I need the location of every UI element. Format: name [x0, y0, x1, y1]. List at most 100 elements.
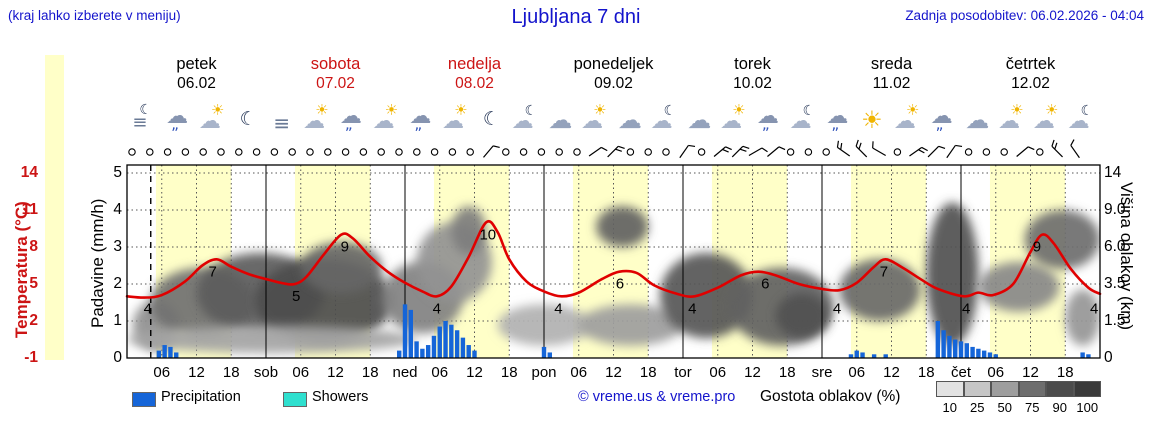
wind-calm-icon: [893, 148, 902, 156]
svg-text:5: 5: [292, 288, 300, 305]
cloud-glyph: ☁: [511, 109, 534, 134]
wind-calm-icon: [555, 148, 563, 156]
wind-calm-icon: [430, 148, 439, 156]
last-update: Zadnja posodobitev: 06.02.2026 - 04:04: [905, 8, 1144, 23]
svg-text:10: 10: [479, 226, 496, 243]
cloud-glyph: ☁: [687, 106, 712, 134]
moon-glyph: ☾: [663, 103, 677, 119]
day-header-sreda: sreda 11.02: [822, 55, 961, 93]
day-name: petek: [176, 55, 217, 73]
temperature-line: [125, 219, 1102, 299]
cloud-glyph: ☁: [409, 104, 432, 129]
x-axis-tick: 06: [570, 364, 588, 381]
fog-glyph: ≡: [273, 111, 291, 135]
wind-barb-icon: [483, 145, 500, 158]
day-header-sobota: sobota 07.02: [266, 55, 405, 93]
x-axis-tick: 06: [848, 364, 866, 381]
sun-glyph: ☀: [210, 101, 225, 119]
rain-drops-glyph: „: [761, 115, 770, 133]
cloud-glyph: ☁: [303, 109, 326, 134]
precip-tick: 1: [113, 312, 122, 329]
weather-icon-moon-cloud: ☾ ☁: [510, 98, 544, 138]
x-axis-tick: 06: [709, 364, 727, 381]
wind-barb-icon: [767, 146, 786, 157]
cloud-glyph: ☁: [998, 109, 1021, 134]
cloud-height-tick: 9.0: [1104, 201, 1126, 218]
wind-calm-icon: [502, 148, 510, 156]
cloud-height-tick: 6.0: [1104, 238, 1126, 255]
plot-border: [126, 164, 1101, 359]
wind-calm-icon: [804, 148, 813, 156]
moon-glyph: ☾: [802, 103, 816, 119]
sun-glyph: ☀: [593, 101, 607, 119]
cloud-scale-value: 50: [997, 400, 1012, 415]
wind-calm-icon: [395, 148, 403, 156]
wind-calm-icon: [573, 148, 581, 156]
cloud-glyph: ☁: [826, 104, 849, 129]
svg-text:9: 9: [1033, 239, 1041, 256]
wind-barb-icon: [1016, 146, 1035, 157]
temperature-tick: 5: [29, 275, 38, 292]
moon-glyph: ☾: [139, 102, 152, 118]
rain-drops-glyph: „: [935, 115, 944, 133]
cloud-scale-swatch: [991, 381, 1019, 397]
cloud-glyph: ☁: [650, 109, 673, 134]
temperature-tick: 2: [29, 312, 38, 329]
wind-calm-icon: [626, 148, 635, 156]
cloud-scale-swatch: [936, 381, 964, 397]
day-header-nedelja: nedelja 08.02: [405, 55, 544, 93]
x-axis-tick: 18: [639, 364, 657, 381]
wind-barb-icon: [872, 141, 886, 157]
x-axis-tick: 12: [744, 364, 761, 381]
svg-text:4: 4: [144, 300, 152, 317]
temperature-labels: 4 7 5 9 4 10 4 6 4 6 4 7 4 9 4: [144, 226, 1099, 317]
precipitation-swatch: [132, 392, 156, 407]
wind-barb-icon: [713, 146, 732, 157]
wind-calm-icon: [306, 148, 314, 156]
wind-barb-icon: [607, 145, 625, 158]
sun-glyph: ☀: [454, 101, 468, 119]
weather-icon-moon-cloud: ☾ ☁: [1066, 98, 1100, 138]
x-axis-tick: 12: [1022, 364, 1039, 381]
cloud-scale-value: 100: [1076, 400, 1099, 415]
weather-icon-sun-cloud: ☀ ☁: [197, 98, 231, 138]
cloud-scale-swatch: [1046, 381, 1074, 397]
cloud-glyph: ☁: [789, 109, 812, 134]
weather-icon-cloud-rain: ☁ „: [405, 98, 439, 138]
wind-calm-icon: [217, 148, 225, 156]
cloud-glyph: ☁: [1067, 109, 1090, 134]
weather-icon-cloud-rain: ☁ „: [822, 98, 856, 138]
x-axis-tick: 18: [500, 364, 518, 381]
wind-barb-icon: [1051, 139, 1063, 158]
wind-calm-icon: [235, 148, 243, 156]
x-axis-tick: 06: [153, 364, 171, 381]
wind-calm-icon: [822, 148, 830, 156]
weather-icon-fog: ≡: [266, 98, 300, 138]
svg-text:7: 7: [209, 263, 217, 280]
wind-calm-icon: [181, 148, 190, 156]
day-name: četrtek: [1005, 55, 1056, 73]
wind-barb-icon: [588, 146, 608, 157]
sun-glyph: ☀: [861, 106, 883, 134]
cloud-scale-value: 10: [942, 400, 957, 415]
credit-link[interactable]: © vreme.us & vreme.pro: [578, 389, 736, 405]
wind-barbs-row: [128, 139, 1080, 159]
x-axis-tick: 06: [292, 364, 310, 381]
wind-barb-icon: [1070, 139, 1080, 159]
weather-icon-sun: ☀: [857, 98, 891, 138]
svg-text:7: 7: [880, 263, 888, 280]
x-axis-tick: 12: [466, 364, 483, 381]
wind-calm-icon: [519, 148, 528, 156]
wind-calm-icon: [448, 148, 457, 156]
cloud-scale-value: 90: [1052, 400, 1067, 415]
weather-icon-sun-cloud: ☀ ☁: [996, 98, 1030, 138]
wind-calm-icon: [1036, 148, 1044, 156]
wind-barb-icon: [679, 144, 696, 159]
weather-icon-sun-cloud: ☀ ☁: [1031, 98, 1065, 138]
wind-calm-icon: [324, 148, 332, 156]
weather-icon-moon-cloud: ☾ ☁: [649, 98, 683, 138]
cloud-glyph: ☁: [965, 106, 990, 134]
wind-barb-icon: [836, 140, 851, 157]
svg-text:6: 6: [761, 276, 769, 293]
